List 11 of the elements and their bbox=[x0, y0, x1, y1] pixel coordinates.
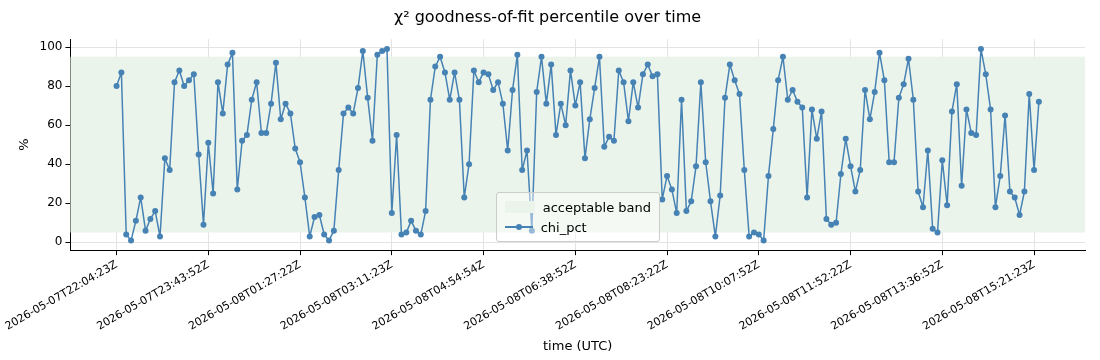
y-tick-label: 60 bbox=[47, 117, 63, 132]
y-tick-label: 80 bbox=[47, 78, 63, 93]
legend-label: chi_pct bbox=[540, 219, 587, 235]
y-tick-label: 40 bbox=[47, 156, 63, 171]
y-tick-label: 100 bbox=[39, 39, 63, 54]
y-tick-label: 0 bbox=[54, 234, 63, 249]
chart-title: χ² goodness-of-fit percentile over time bbox=[393, 6, 702, 26]
x-axis-title: time (UTC) bbox=[543, 337, 613, 353]
band-label: acceptable band bbox=[542, 199, 651, 215]
y-axis-title: % bbox=[16, 138, 32, 151]
y-tick-label: 20 bbox=[47, 195, 63, 210]
